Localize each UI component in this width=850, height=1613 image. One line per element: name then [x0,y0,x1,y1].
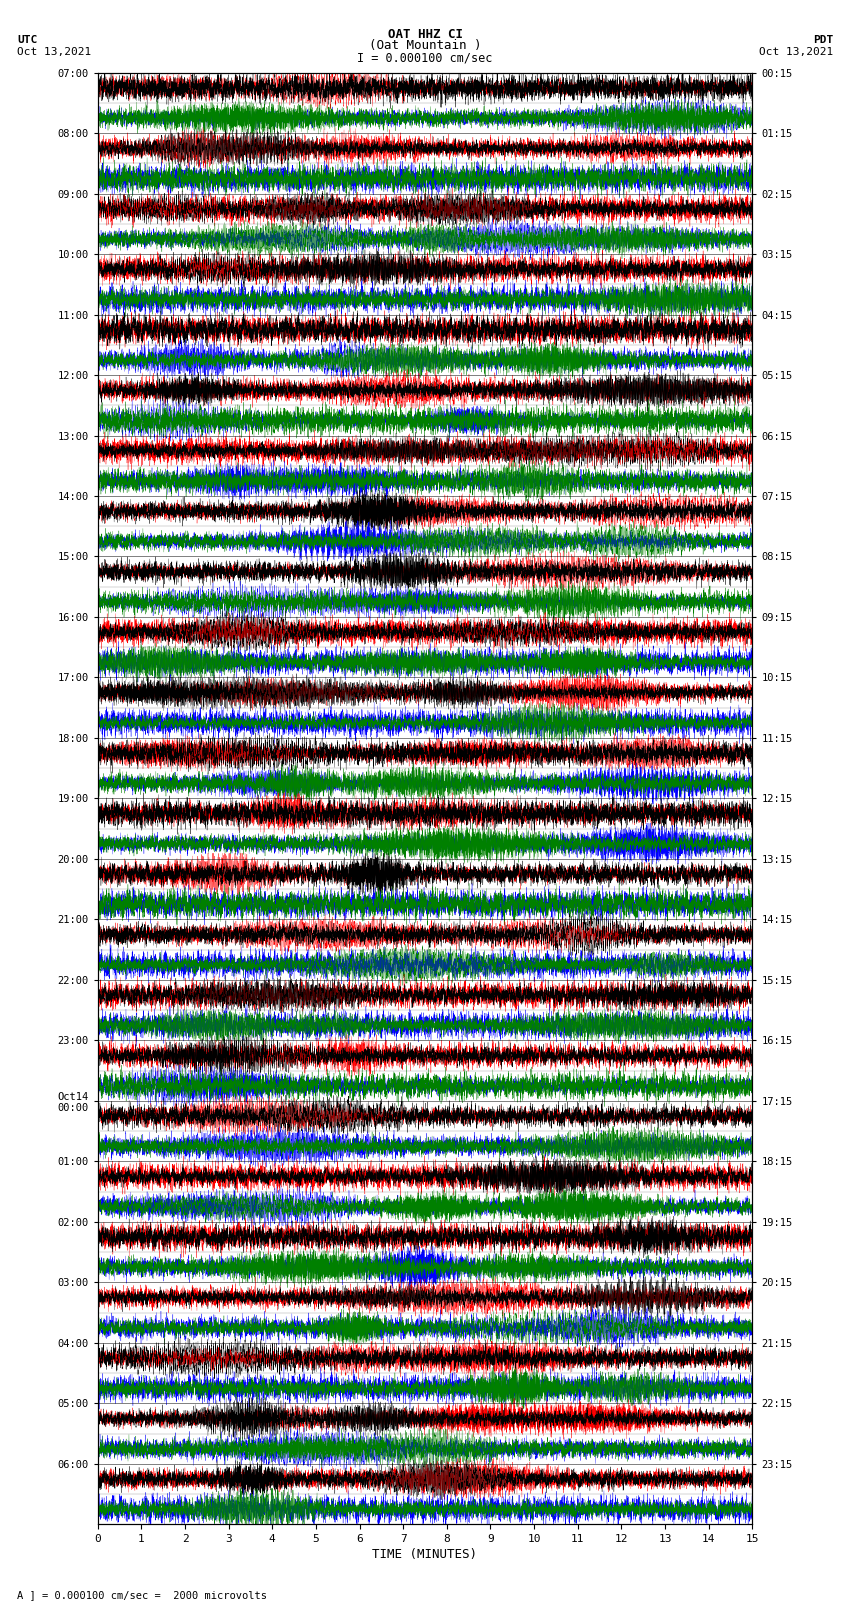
Text: Oct 13,2021: Oct 13,2021 [759,47,833,56]
Text: UTC: UTC [17,35,37,45]
Text: PDT: PDT [813,35,833,45]
Text: I = 0.000100 cm/sec: I = 0.000100 cm/sec [357,52,493,65]
Text: OAT HHZ CI: OAT HHZ CI [388,27,462,42]
X-axis label: TIME (MINUTES): TIME (MINUTES) [372,1548,478,1561]
Text: (Oat Mountain ): (Oat Mountain ) [369,39,481,53]
Text: A ] = 0.000100 cm/sec =  2000 microvolts: A ] = 0.000100 cm/sec = 2000 microvolts [17,1590,267,1600]
Text: Oct 13,2021: Oct 13,2021 [17,47,91,56]
